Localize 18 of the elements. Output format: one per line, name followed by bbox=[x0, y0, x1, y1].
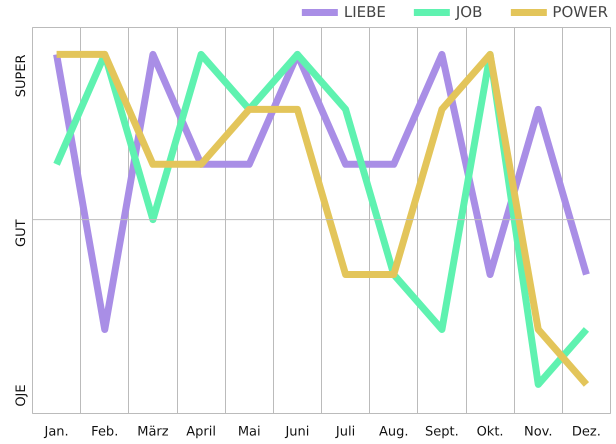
legend-label: LIEBE bbox=[344, 3, 386, 21]
x-tick-label: Feb. bbox=[91, 424, 118, 440]
x-tick-label: Okt. bbox=[476, 424, 504, 440]
x-tick-label: April bbox=[186, 424, 216, 440]
x-tick-label: Sept. bbox=[425, 424, 459, 440]
legend-label: POWER bbox=[552, 3, 608, 21]
x-tick-label: Mai bbox=[238, 424, 261, 440]
text: OJE bbox=[14, 384, 29, 407]
x-tick-label: Juni bbox=[284, 424, 310, 440]
x-tick-label: Dez. bbox=[572, 424, 601, 440]
text: GUT bbox=[14, 219, 29, 247]
x-tick-label: Aug. bbox=[378, 424, 409, 440]
x-tick-label: Jan. bbox=[43, 424, 69, 440]
x-tick-label: Nov. bbox=[524, 424, 553, 440]
x-tick-label: März bbox=[137, 424, 169, 440]
x-tick-label: Juli bbox=[334, 424, 356, 440]
text: SUPER bbox=[14, 54, 29, 98]
legend-label: JOB bbox=[456, 3, 482, 21]
